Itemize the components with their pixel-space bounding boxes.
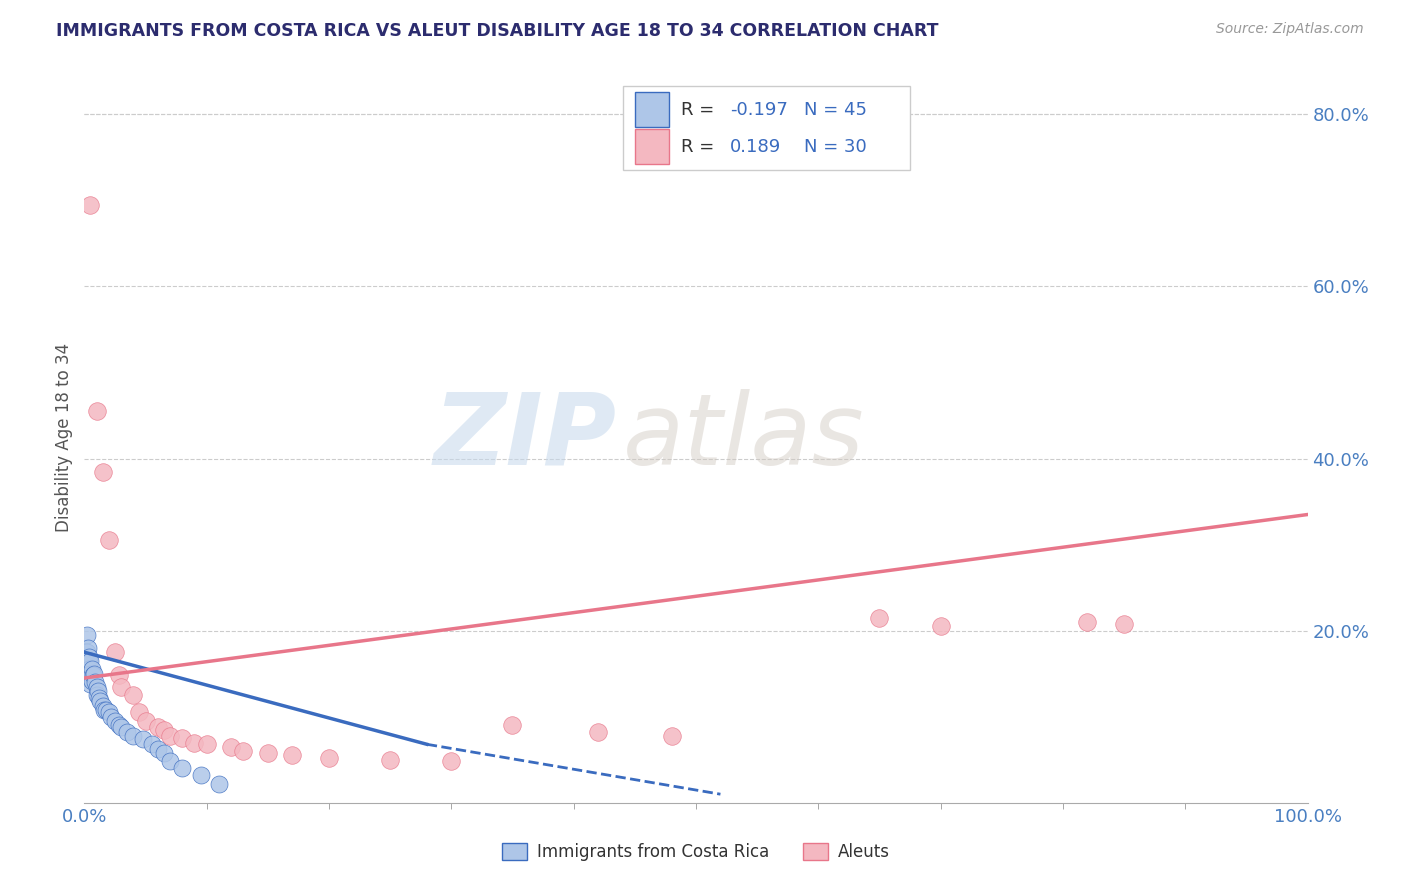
Point <box>115 725 138 739</box>
Point <box>91 699 114 714</box>
Point <box>77 654 100 668</box>
Y-axis label: Disability Age 18 to 34: Disability Age 18 to 34 <box>55 343 73 532</box>
Text: -0.197: -0.197 <box>730 101 789 119</box>
Point <box>93 703 115 717</box>
Point <box>502 718 524 732</box>
Point <box>77 671 100 685</box>
Point <box>107 718 129 732</box>
Point <box>104 714 127 728</box>
Point <box>318 751 340 765</box>
Point <box>159 729 181 743</box>
Point <box>77 640 100 655</box>
Point <box>132 732 155 747</box>
Point <box>190 768 212 782</box>
Point <box>83 666 105 681</box>
Point <box>86 404 108 418</box>
Point <box>219 739 242 754</box>
Point <box>586 725 609 739</box>
Point <box>97 706 120 720</box>
Point <box>104 645 127 659</box>
Point <box>77 662 100 676</box>
Point <box>79 198 101 212</box>
FancyBboxPatch shape <box>636 92 669 127</box>
Point <box>79 677 101 691</box>
Point <box>440 755 463 769</box>
Point <box>135 714 157 728</box>
Point <box>661 729 683 743</box>
Point <box>159 755 181 769</box>
Point <box>75 654 97 668</box>
Point <box>107 668 129 682</box>
Text: R =: R = <box>682 137 725 155</box>
Point <box>183 735 205 749</box>
Point <box>380 753 402 767</box>
Point <box>195 737 218 751</box>
Point <box>77 662 100 676</box>
Point <box>76 662 98 676</box>
Point <box>110 680 132 694</box>
Point <box>91 465 114 479</box>
Point <box>82 668 104 682</box>
Point <box>75 645 97 659</box>
Point <box>76 645 98 659</box>
Point <box>1076 615 1098 629</box>
Point <box>79 666 101 681</box>
Text: IMMIGRANTS FROM COSTA RICA VS ALEUT DISABILITY AGE 18 TO 34 CORRELATION CHART: IMMIGRANTS FROM COSTA RICA VS ALEUT DISA… <box>56 22 939 40</box>
Legend: Immigrants from Costa Rica, Aleuts: Immigrants from Costa Rica, Aleuts <box>495 836 897 868</box>
Point <box>208 777 231 791</box>
Point <box>122 729 145 743</box>
Point <box>86 688 108 702</box>
Point <box>87 690 110 705</box>
Text: R =: R = <box>682 101 720 119</box>
Point <box>80 673 103 688</box>
Point <box>929 619 952 633</box>
Point <box>172 731 194 746</box>
Point <box>76 654 98 668</box>
Point <box>77 671 100 685</box>
Text: 0.189: 0.189 <box>730 137 782 155</box>
Point <box>869 611 891 625</box>
Point <box>232 744 254 758</box>
Text: atlas: atlas <box>623 389 865 485</box>
Point <box>141 737 163 751</box>
Point <box>84 675 107 690</box>
Text: Source: ZipAtlas.com: Source: ZipAtlas.com <box>1216 22 1364 37</box>
Point <box>77 649 100 664</box>
Point <box>146 742 169 756</box>
Point <box>86 680 108 694</box>
Point <box>96 703 118 717</box>
Text: ZIP: ZIP <box>433 389 616 485</box>
Text: N = 30: N = 30 <box>804 137 866 155</box>
Point <box>76 628 98 642</box>
Point <box>257 746 280 760</box>
FancyBboxPatch shape <box>636 129 669 164</box>
Point <box>110 720 132 734</box>
Point <box>100 710 122 724</box>
Point <box>281 748 304 763</box>
Point <box>80 662 103 676</box>
Point <box>1114 616 1136 631</box>
Point <box>75 662 97 676</box>
Point <box>79 654 101 668</box>
FancyBboxPatch shape <box>623 86 910 170</box>
Point <box>172 761 194 775</box>
Point <box>146 720 169 734</box>
Point <box>128 706 150 720</box>
Point <box>153 723 176 737</box>
Point <box>97 533 120 548</box>
Point <box>122 688 145 702</box>
Text: N = 45: N = 45 <box>804 101 866 119</box>
Point <box>89 694 111 708</box>
Point <box>87 684 110 698</box>
Point <box>153 746 176 760</box>
